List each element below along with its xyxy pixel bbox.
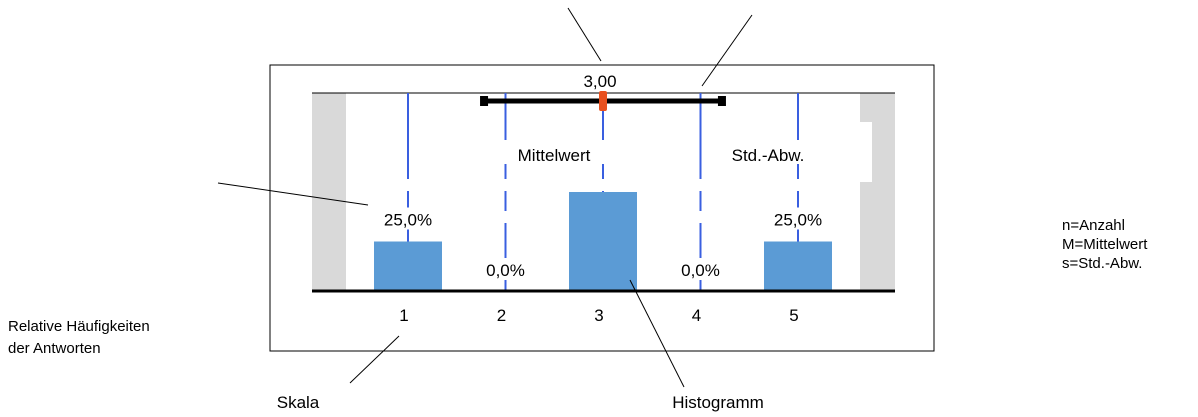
callout-line-histogram xyxy=(629,279,685,388)
histogram-annotation: Histogramm xyxy=(672,393,764,412)
left-gray-panel xyxy=(312,93,346,291)
callout-line-relative xyxy=(217,182,369,206)
mean-marker xyxy=(599,91,607,111)
bars xyxy=(374,192,832,291)
relative-frequency-line-1: Relative Häufigkeiten xyxy=(8,318,150,335)
callout-line-scale xyxy=(349,335,400,384)
value-label-bg-5 xyxy=(764,207,832,230)
bar-3 xyxy=(569,192,637,291)
std-dev-bar xyxy=(480,91,726,111)
bar-5 xyxy=(764,241,832,291)
value-label-bg-4 xyxy=(666,258,735,280)
std-range-cap-right xyxy=(717,96,726,106)
value-label-4: 0,0% xyxy=(681,261,720,280)
x-tick-label-3: 3 xyxy=(594,306,603,325)
scale-annotation: Skala xyxy=(277,393,320,412)
relative-frequency-line-2: der Antworten xyxy=(8,340,101,357)
value-label-1: 25,0% xyxy=(384,211,432,230)
annotation-bg-0 xyxy=(493,140,615,164)
std-annotation: Std.-Abw. xyxy=(732,146,805,165)
right-gray-notch xyxy=(860,122,872,182)
x-tick-label-4: 4 xyxy=(692,306,701,325)
value-labels: 25,0% 0,0% 0,0% 25,0% xyxy=(374,140,832,280)
value-label-bg-1 xyxy=(374,207,442,230)
value-label-2: 0,0% xyxy=(486,261,525,280)
legend-m: M=Mittelwert xyxy=(1062,236,1148,253)
bar-1 xyxy=(374,241,442,291)
std-range-cap-left xyxy=(480,96,489,106)
mean-value-label: 3,00 xyxy=(583,72,616,91)
value-label-bg-2 xyxy=(471,258,540,280)
callout-line-std xyxy=(701,14,753,87)
legend: n=Anzahl M=Mittelwert s=Std.-Abw. xyxy=(1062,216,1147,273)
relative-frequency-label: Relative Häufigkeiten der Antworten xyxy=(8,316,150,360)
value-label-5: 25,0% xyxy=(774,211,822,230)
legend-s: s=Std.-Abw. xyxy=(1062,255,1143,272)
legend-n: n=Anzahl xyxy=(1062,217,1125,234)
annotation-bg-1 xyxy=(713,140,823,164)
callout-line-mean xyxy=(567,7,602,62)
x-tick-label-2: 2 xyxy=(497,306,506,325)
x-tick-labels: 1 2 3 4 5 xyxy=(399,306,798,325)
x-tick-label-5: 5 xyxy=(789,306,798,325)
mean-annotation: Mittelwert xyxy=(518,146,591,165)
x-tick-label-1: 1 xyxy=(399,306,408,325)
